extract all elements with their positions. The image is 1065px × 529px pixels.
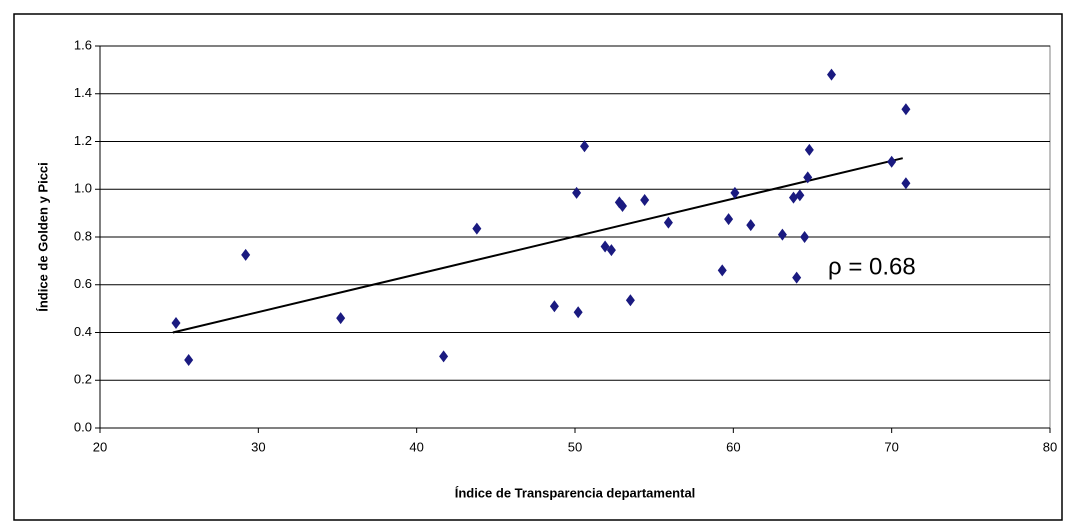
point [625,294,635,307]
point [640,193,650,206]
x-tick-label: 30 [251,439,265,454]
x-tick-label: 50 [568,439,582,454]
point [789,191,798,204]
y-tick-label: 1.2 [74,133,92,148]
annotation: ρ = 0.68 [828,253,916,280]
point [724,213,734,226]
point [549,300,559,313]
point [730,186,740,199]
point [184,353,194,366]
point [792,271,802,284]
point [600,240,610,253]
y-tick-label: 0.8 [74,228,92,243]
point [472,222,482,235]
x-tick-label: 80 [1043,439,1057,454]
point [606,244,616,257]
point [573,306,583,319]
y-tick-label: 1.6 [74,37,92,52]
point [901,177,911,190]
point [717,264,727,277]
y-tick-label: 0.4 [74,324,92,339]
point [800,231,810,243]
x-tick-label: 60 [726,439,740,454]
y-axis-label: Índice de Golden y Picci [35,162,50,312]
chart-border [13,13,1063,521]
y-tick-label: 1.0 [74,181,92,196]
point [580,140,589,153]
point [241,248,251,261]
x-tick-label: 40 [409,439,423,454]
trend-line [172,157,903,334]
point [171,316,181,329]
y-tick-label: 0.6 [74,276,92,291]
x-tick-label: 20 [93,439,107,454]
point [777,228,787,241]
point [572,186,582,199]
point [618,199,627,212]
point [827,68,836,81]
y-tick-label: 1.4 [74,85,92,100]
x-axis-label: Índice de Transparencia departamental [455,485,696,500]
point [746,219,756,232]
point [795,189,805,202]
y-tick-label: 0.0 [74,419,92,434]
point [439,350,449,363]
point [804,143,814,156]
point [901,103,911,116]
y-tick-label: 0.2 [74,372,92,387]
point [336,312,346,325]
point [663,216,673,229]
x-tick-label: 70 [884,439,898,454]
point [887,155,897,168]
point [803,171,813,184]
